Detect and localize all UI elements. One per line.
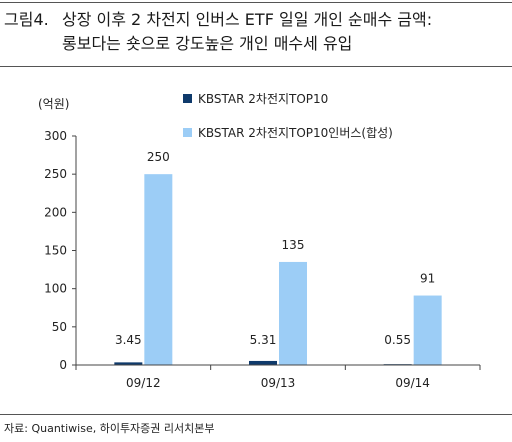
data-label-series-2: 91 xyxy=(420,272,435,286)
bar-series-2 xyxy=(413,295,442,365)
legend-swatch-series-1 xyxy=(183,94,192,103)
data-label-series-2: 250 xyxy=(147,150,170,164)
y-unit-label: (억원) xyxy=(38,97,69,111)
figure-title: 그림4. 상장 이후 2 차전지 인버스 ETF 일일 개인 순매수 금액: 롱보… xyxy=(4,8,432,56)
y-tick-label: 0 xyxy=(59,358,67,372)
source-note: 자료: Quantiwise, 하이투자증권 리서치본부 xyxy=(4,422,215,435)
bar-chart: (억원) KBSTAR 2차전지TOP10 KBSTAR 2차전지TOP10인버스… xyxy=(38,92,481,390)
y-tick-label: 100 xyxy=(44,282,67,296)
source-rule xyxy=(0,414,512,415)
bar-series-1 xyxy=(114,362,143,365)
legend: KBSTAR 2차전지TOP10 KBSTAR 2차전지TOP10인버스(합성) xyxy=(183,92,393,140)
y-tick-label: 300 xyxy=(44,129,67,143)
data-label-series-2: 135 xyxy=(282,238,305,252)
legend-label-series-1: KBSTAR 2차전지TOP10 xyxy=(198,92,328,106)
data-label-series-1: 0.55 xyxy=(384,333,411,347)
legend-swatch-series-2 xyxy=(183,128,192,137)
y-tick-label: 150 xyxy=(44,244,67,258)
x-axis: 09/12 09/13 09/14 xyxy=(75,364,481,390)
bar-series-2 xyxy=(279,261,307,365)
y-tick-label: 250 xyxy=(44,167,67,181)
legend-label-series-2: KBSTAR 2차전지TOP10인버스(합성) xyxy=(198,126,393,140)
data-label-series-1: 5.31 xyxy=(250,333,277,347)
title-rule-bottom xyxy=(0,66,512,67)
x-tick-label: 09/13 xyxy=(261,376,296,390)
title-line-1: 상장 이후 2 차전지 인버스 ETF 일일 개인 순매수 금액: xyxy=(62,10,433,29)
title-rule-top xyxy=(0,2,512,3)
bars: 3.45 250 5.31 135 0.55 91 xyxy=(114,150,442,365)
x-tick-label: 09/12 xyxy=(126,376,161,390)
x-tick-label: 09/14 xyxy=(395,376,430,390)
title-line-2: 롱보다는 숏으로 강도높은 개인 매수세 유입 xyxy=(62,34,353,53)
y-tick-label: 200 xyxy=(44,205,67,219)
y-tick-label: 50 xyxy=(52,320,67,334)
y-axis: 0 50 100 150 200 250 300 xyxy=(44,129,77,372)
figure-label: 그림4. xyxy=(4,10,49,29)
bar-series-2 xyxy=(144,174,173,365)
data-label-series-1: 3.45 xyxy=(115,333,142,347)
bar-series-1 xyxy=(249,360,277,365)
